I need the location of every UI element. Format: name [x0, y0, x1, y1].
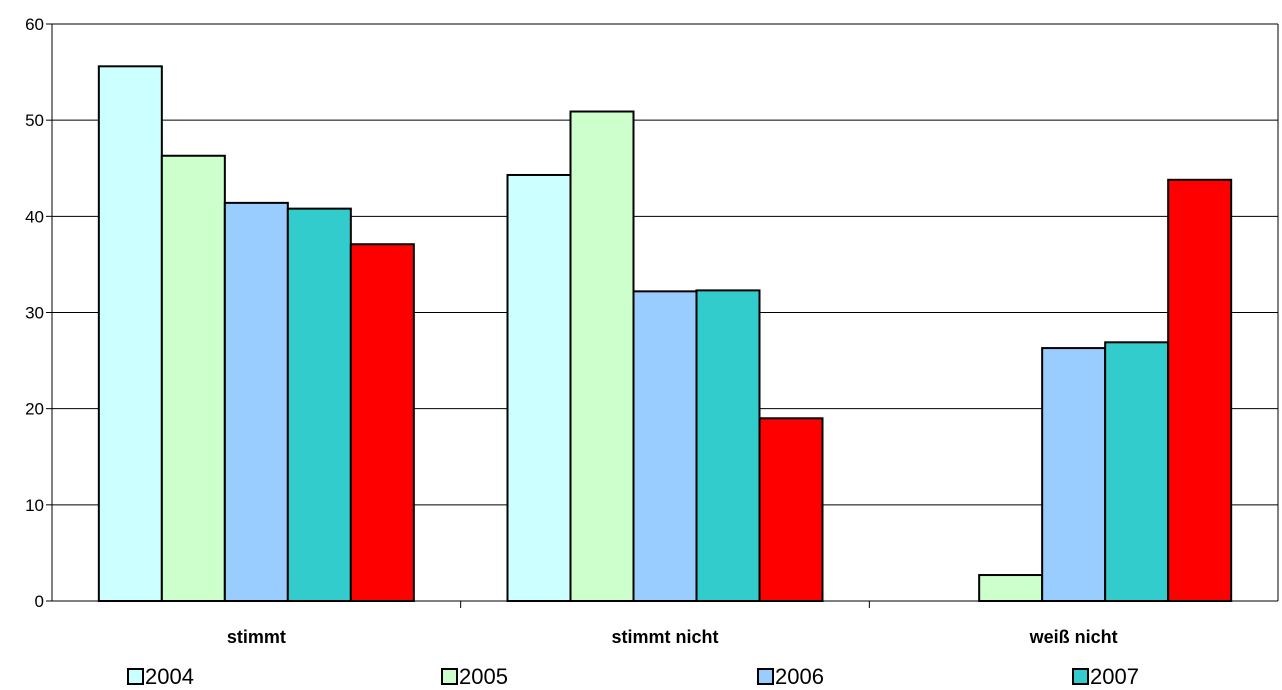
y-tick-label: 40	[25, 207, 44, 226]
legend-swatch	[1072, 668, 1089, 685]
x-category-label: weiß nicht	[1029, 627, 1118, 647]
legend-swatch	[757, 668, 774, 685]
y-tick-label: 10	[25, 496, 44, 515]
bar	[97, 65, 163, 602]
bar	[160, 154, 226, 603]
bar	[1104, 341, 1170, 602]
y-axis-ticks: 0 10 20 30 40 50 60	[25, 15, 52, 611]
bar	[632, 290, 698, 602]
legend-label: 2004	[145, 664, 194, 689]
legend-label: 2005	[459, 664, 508, 689]
y-tick-label: 0	[35, 592, 44, 611]
bar	[695, 289, 761, 602]
bar	[506, 173, 572, 603]
y-tick-label: 30	[25, 304, 44, 323]
bar	[758, 417, 824, 602]
bar	[349, 243, 415, 602]
bar	[1167, 178, 1233, 602]
bar	[569, 110, 635, 603]
legend: 2004 2005 2006 2007	[127, 664, 1139, 689]
legend-swatch	[441, 668, 458, 685]
bars	[97, 65, 1233, 603]
bar	[978, 574, 1044, 602]
bar	[223, 201, 289, 602]
legend-label: 2007	[1090, 664, 1139, 689]
bar	[286, 207, 352, 602]
axes	[51, 24, 1279, 608]
legend-label: 2006	[775, 664, 824, 689]
y-tick-label: 50	[25, 111, 44, 130]
category-labels: stimmt stimmt nicht weiß nicht	[227, 627, 1118, 647]
bar	[1041, 347, 1107, 602]
y-tick-label: 20	[25, 400, 44, 419]
legend-swatch	[127, 668, 144, 685]
x-category-label: stimmt nicht	[611, 627, 718, 647]
x-category-label: stimmt	[227, 627, 286, 647]
y-tick-label: 60	[25, 15, 44, 34]
